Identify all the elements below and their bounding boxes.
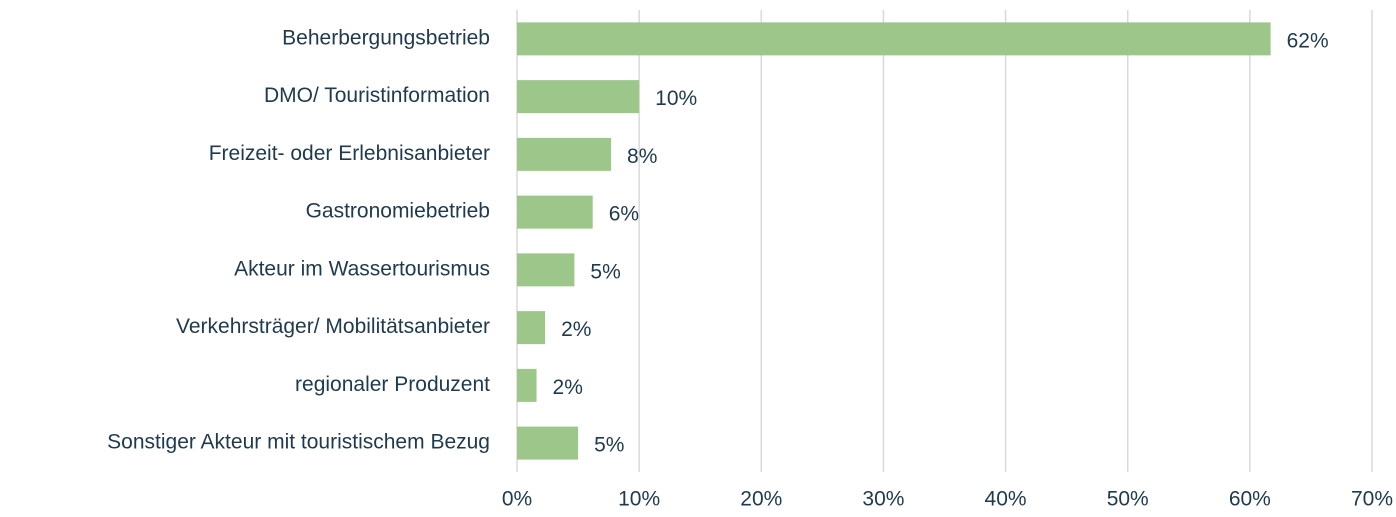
data-label: 8% (627, 145, 657, 168)
data-label: 10% (655, 87, 697, 110)
bar (517, 195, 593, 229)
x-tick-label: 70% (1351, 488, 1393, 511)
y-tick-label: Freizeit- oder Erlebnisanbieter (209, 142, 490, 165)
data-label: 5% (590, 260, 620, 283)
data-label: 2% (553, 376, 583, 399)
bar (517, 426, 579, 460)
y-tick-label: Sonstiger Akteur mit touristischem Bezug (107, 431, 490, 454)
data-label: 62% (1287, 29, 1329, 52)
bar (517, 311, 546, 345)
bar (517, 253, 575, 287)
y-tick-label: Gastronomiebetrieb (306, 200, 490, 223)
data-label: 2% (561, 318, 591, 341)
data-label: 5% (594, 434, 624, 457)
bar (517, 80, 640, 114)
data-label: 6% (609, 203, 639, 226)
bar (517, 137, 612, 171)
x-tick-label: 10% (618, 488, 660, 511)
bar (517, 368, 537, 402)
y-tick-label: Akteur im Wassertourismus (234, 257, 490, 280)
y-tick-label: regionaler Produzent (295, 373, 490, 396)
y-tick-label: Verkehrsträger/ Mobilitätsanbieter (176, 315, 490, 338)
x-tick-label: 50% (1107, 488, 1149, 511)
y-tick-label: DMO/ Touristinformation (264, 84, 490, 107)
x-tick-label: 60% (1229, 488, 1271, 511)
y-tick-label: Beherbergungsbetrieb (282, 26, 490, 49)
x-tick-label: 0% (502, 488, 532, 511)
bar (517, 22, 1271, 56)
x-tick-label: 40% (985, 488, 1027, 511)
x-tick-label: 20% (740, 488, 782, 511)
x-tick-label: 30% (862, 488, 904, 511)
